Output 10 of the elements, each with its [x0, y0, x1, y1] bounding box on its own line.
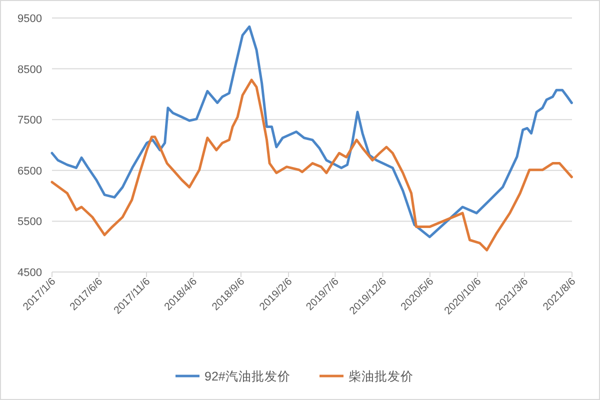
- y-tick-label: 7500: [18, 114, 42, 127]
- y-tick-label: 8500: [18, 64, 42, 76]
- y-tick-label: 9500: [18, 13, 42, 25]
- line-series: [50, 25, 573, 238]
- line-series: [50, 78, 573, 252]
- legend-label: 92#汽油批发价: [204, 370, 290, 384]
- y-tick-label: 5500: [18, 216, 42, 228]
- y-tick-label: 6500: [18, 165, 42, 178]
- legend-label: 柴油批发价: [348, 370, 414, 384]
- y-tick-label: 4500: [18, 267, 42, 279]
